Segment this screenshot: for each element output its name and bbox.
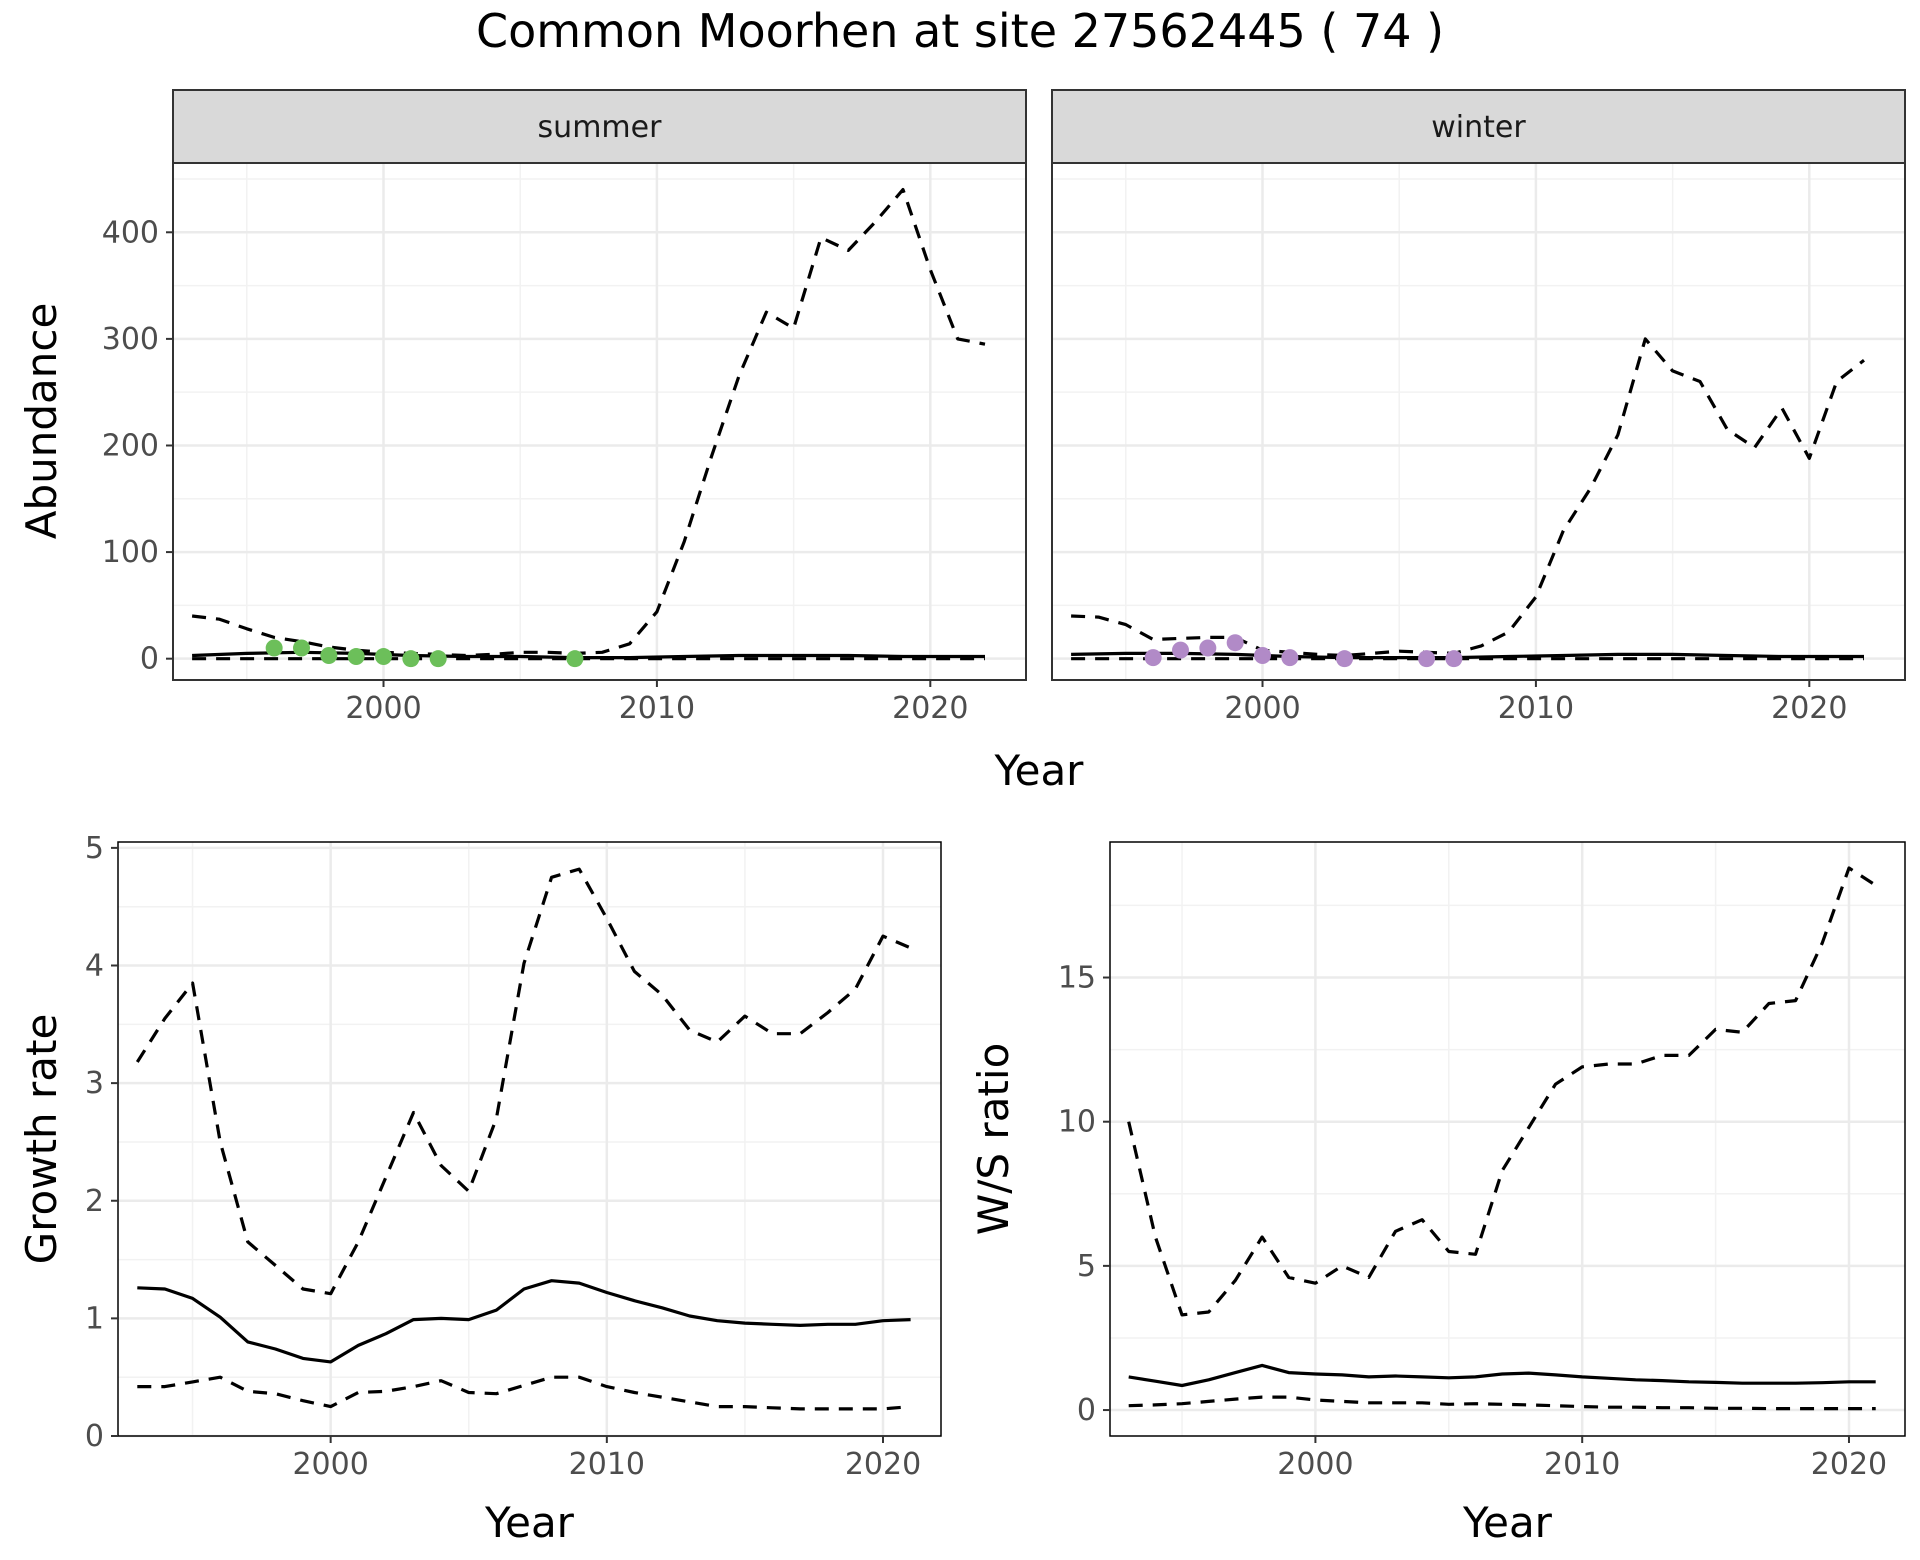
y-axis-title: Abundance [17, 303, 66, 540]
facet-strip [172, 89, 1027, 164]
panel-summer: 2000 2010 2020 0 100 200 300 400 [102, 162, 1027, 726]
data-point [1445, 650, 1463, 668]
series-line-dashed-lower [137, 1375, 911, 1411]
figure-title: Common Moorhen at site 27562445 ( 74 ) [476, 4, 1444, 58]
x-tick-label: 2020 [845, 1447, 921, 1482]
series-line-dashed-upper [135, 867, 912, 1296]
y-tick-label: 15 [1058, 961, 1096, 996]
panel-background [173, 163, 1026, 680]
x-tick-label: 2020 [1811, 1447, 1887, 1482]
data-point [566, 650, 584, 668]
data-point [320, 646, 338, 664]
x-tick-label: 2010 [569, 1447, 645, 1482]
y-tick-label: 4 [85, 949, 104, 984]
y-tick-label: 300 [102, 322, 159, 357]
series-line-solid [1128, 1363, 1876, 1388]
series-line-dashed-upper [1127, 866, 1877, 1317]
x-tick-label: 2010 [1498, 691, 1574, 726]
data-point [375, 648, 393, 666]
panel-border [117, 841, 942, 1437]
panel-winter: 2000 2010 2020 [1051, 162, 1906, 726]
data-point [292, 639, 310, 657]
data-point [402, 650, 420, 668]
x-tick-label: 2020 [892, 691, 968, 726]
y-tick-label: 5 [85, 831, 104, 866]
y-tick-label: 0 [85, 1419, 104, 1454]
series-line-dashed-lower [1128, 1395, 1876, 1411]
data-point [347, 648, 365, 666]
facet-strip-label: winter [1431, 110, 1526, 145]
data-point [1144, 649, 1162, 667]
panel-growth-rate: 2000 2010 2020 0 1 2 3 4 5 [85, 831, 942, 1482]
y-tick-label: 0 [140, 642, 159, 677]
series-line-solid [137, 1279, 911, 1364]
panel-border [1109, 841, 1906, 1437]
x-axis-title: Year [1462, 1498, 1553, 1547]
y-tick-label: 400 [102, 215, 159, 250]
y-axis-title: W/S ratio [969, 1043, 1018, 1236]
data-point [1199, 639, 1217, 657]
data-point [1171, 641, 1189, 659]
y-tick-label: 5 [1077, 1249, 1096, 1284]
panel-background [1110, 842, 1905, 1436]
data-point [1336, 650, 1354, 668]
x-axis-title: Year [994, 746, 1085, 795]
facet-strip [1051, 89, 1906, 164]
x-axis-title: Year [484, 1498, 575, 1547]
facet-strip-label: summer [538, 110, 663, 145]
y-axis-title: Growth rate [17, 1014, 66, 1265]
y-tick-label: 2 [85, 1184, 104, 1219]
x-tick-label: 2020 [1771, 691, 1847, 726]
data-point [1254, 646, 1272, 664]
y-tick-label: 1 [85, 1301, 104, 1336]
panel-ws-ratio: 2000 2010 2020 0 5 10 15 [1058, 841, 1906, 1482]
x-tick-label: 2000 [292, 1447, 368, 1482]
y-tick-label: 0 [1077, 1393, 1096, 1428]
x-tick-label: 2000 [1277, 1447, 1353, 1482]
y-tick-label: 3 [85, 1066, 104, 1101]
data-point [429, 650, 447, 668]
panel-background [118, 842, 941, 1436]
y-tick-label: 100 [102, 535, 159, 570]
data-point [1418, 650, 1436, 668]
x-tick-label: 2010 [619, 691, 695, 726]
data-point [1226, 634, 1244, 652]
x-tick-label: 2010 [1544, 1447, 1620, 1482]
x-tick-label: 2000 [1224, 691, 1300, 726]
x-tick-label: 2000 [345, 691, 421, 726]
data-point [1281, 649, 1299, 667]
data-point [265, 639, 283, 657]
panel-background [1052, 163, 1905, 680]
series-line-dashed-upper [191, 188, 986, 658]
y-tick-label: 10 [1058, 1105, 1096, 1140]
y-tick-label: 200 [102, 428, 159, 463]
